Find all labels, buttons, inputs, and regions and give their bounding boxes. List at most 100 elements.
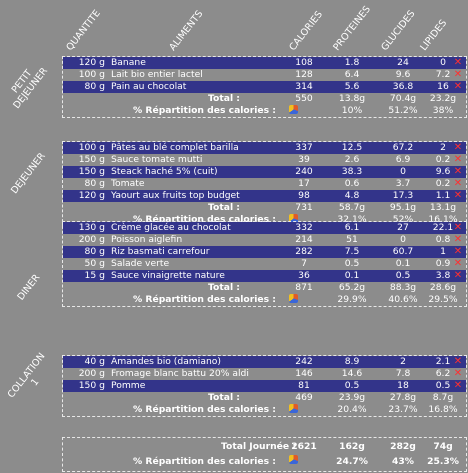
daily-total-label: Total Journée : [221, 441, 296, 452]
close-icon[interactable]: ✕ [453, 270, 463, 281]
food-calories: 240 [295, 166, 313, 177]
section-total-proteines: 65.2g [338, 282, 366, 293]
food-lipides: 1.1 [435, 190, 451, 201]
close-icon[interactable]: ✕ [453, 166, 463, 177]
food-name[interactable]: Pomme [111, 380, 146, 391]
section-total-glucides: 27.8g [389, 392, 417, 403]
food-glucides: 2 [400, 356, 406, 367]
food-name[interactable]: Amandes bio (damiano) [111, 356, 222, 367]
food-proteines: 0.6 [344, 178, 360, 189]
pie-chart-icon[interactable] [289, 404, 298, 413]
food-quantity[interactable]: 100 g [78, 69, 105, 80]
close-icon[interactable]: ✕ [453, 81, 463, 92]
food-glucides: 27 [397, 222, 409, 233]
food-quantity[interactable]: 50 g [84, 258, 105, 269]
food-quantity[interactable]: 15 g [84, 270, 105, 281]
food-calories: 242 [295, 356, 313, 367]
food-quantity[interactable]: 200 g [78, 234, 105, 245]
food-quantity[interactable]: 120 g [78, 190, 105, 201]
food-quantity[interactable]: 130 g [78, 222, 105, 233]
food-quantity[interactable]: 200 g [78, 368, 105, 379]
close-icon[interactable]: ✕ [453, 69, 463, 80]
close-icon[interactable]: ✕ [453, 142, 463, 153]
close-icon[interactable]: ✕ [453, 234, 463, 245]
food-row: 150 g Pomme 81 0.5 18 0.5 ✕ [63, 380, 466, 392]
food-lipides: 0.9 [435, 258, 451, 269]
food-lipides: 0.2 [435, 154, 451, 165]
food-name[interactable]: Tomate [111, 178, 145, 189]
food-name[interactable]: Salade verte [111, 258, 170, 269]
food-proteines: 0.5 [344, 380, 360, 391]
food-row: 150 g Steack haché 5% (cuit) 240 38.3 0 … [63, 166, 466, 178]
food-quantity[interactable]: 120 g [78, 57, 105, 68]
food-quantity[interactable]: 150 g [78, 380, 105, 391]
section-repartition-row: % Répartition des calories : 20.4% 23.7%… [63, 404, 466, 416]
food-quantity[interactable]: 80 g [84, 81, 105, 92]
food-quantity[interactable]: 80 g [84, 178, 105, 189]
section-total-proteines: 23.9g [338, 392, 366, 403]
food-proteines: 14.6 [341, 368, 363, 379]
section-repartition-row: % Répartition des calories : 29.9% 40.6%… [63, 294, 466, 306]
section-repartition-lipides: 29.5% [428, 294, 458, 305]
food-name[interactable]: Banane [111, 57, 146, 68]
food-row: 200 g Fromage blanc battu 20% aldi 146 1… [63, 368, 466, 380]
close-icon[interactable]: ✕ [453, 154, 463, 165]
section-total-lipides: 13.1g [429, 202, 457, 213]
food-name[interactable]: Sauce tomate mutti [111, 154, 203, 165]
food-name[interactable]: Poisson aiglefin [111, 234, 183, 245]
food-glucides: 6.9 [395, 154, 411, 165]
food-proteines: 0.1 [344, 270, 360, 281]
close-icon[interactable]: ✕ [453, 222, 463, 233]
close-icon[interactable]: ✕ [453, 57, 463, 68]
food-calories: 146 [295, 368, 313, 379]
close-icon[interactable]: ✕ [453, 246, 463, 257]
food-row: 80 g Pain au chocolat 314 5.6 36.8 16 ✕ [63, 81, 466, 93]
section-total-proteines: 13.8g [338, 93, 366, 104]
food-row: 100 g Pâtes au blé complet barilla 337 1… [63, 142, 466, 154]
food-name[interactable]: Pâtes au blé complet barilla [111, 142, 239, 153]
food-row: 150 g Sauce tomate mutti 39 2.6 6.9 0.2 … [63, 154, 466, 166]
close-icon[interactable]: ✕ [453, 178, 463, 189]
pie-chart-icon[interactable] [289, 105, 298, 114]
food-proteines: 12.5 [341, 142, 363, 153]
food-name[interactable]: Steack haché 5% (cuit) [111, 166, 218, 177]
food-name[interactable]: Riz basmati carrefour [111, 246, 210, 257]
section-repartition-proteines: 20.4% [337, 404, 367, 415]
food-calories: 314 [295, 81, 313, 92]
food-quantity[interactable]: 100 g [78, 142, 105, 153]
food-quantity[interactable]: 80 g [84, 246, 105, 257]
daily-total-row: Total Journée : 2621 162g 282g 74g [63, 440, 466, 453]
food-row: 40 g Amandes bio (damiano) 242 8.9 2 2.1… [63, 356, 466, 368]
close-icon[interactable]: ✕ [453, 190, 463, 201]
food-name[interactable]: Crème glacée au chocolat [111, 222, 231, 233]
section-total-label: Total : [208, 93, 240, 104]
food-name[interactable]: Pain au chocolat [111, 81, 187, 92]
food-quantity[interactable]: 40 g [84, 356, 105, 367]
pie-chart-icon[interactable] [289, 294, 298, 303]
section-total-calories: 550 [295, 93, 313, 104]
pie-chart-icon[interactable] [289, 455, 298, 464]
section-total-lipides: 8.7g [432, 392, 454, 403]
daily-repartition-proteines: 24.7% [336, 456, 368, 467]
food-name[interactable]: Sauce vinaigrette nature [111, 270, 225, 281]
food-proteines: 0.5 [344, 258, 360, 269]
daily-total-lipides: 74g [433, 441, 453, 452]
food-quantity[interactable]: 150 g [78, 166, 105, 177]
food-name[interactable]: Yaourt aux fruits top budget [111, 190, 240, 201]
close-icon[interactable]: ✕ [453, 380, 463, 391]
food-calories: 108 [295, 57, 313, 68]
daily-repartition-label: % Répartition des calories : [133, 456, 276, 467]
pie-chart-icon[interactable] [289, 214, 298, 223]
close-icon[interactable]: ✕ [453, 258, 463, 269]
close-icon[interactable]: ✕ [453, 368, 463, 379]
food-glucides: 17.3 [392, 190, 414, 201]
section-repartition-glucides: 23.7% [388, 404, 418, 415]
food-proteines: 6.4 [344, 69, 360, 80]
food-name[interactable]: Lait bio entier lactel [111, 69, 203, 80]
food-quantity[interactable]: 150 g [78, 154, 105, 165]
close-icon[interactable]: ✕ [453, 356, 463, 367]
daily-repartition-glucides: 43% [392, 456, 414, 467]
food-name[interactable]: Fromage blanc battu 20% aldi [111, 368, 249, 379]
food-lipides: 0.2 [435, 178, 451, 189]
food-row: 80 g Riz basmati carrefour 282 7.5 60.7 … [63, 246, 466, 258]
